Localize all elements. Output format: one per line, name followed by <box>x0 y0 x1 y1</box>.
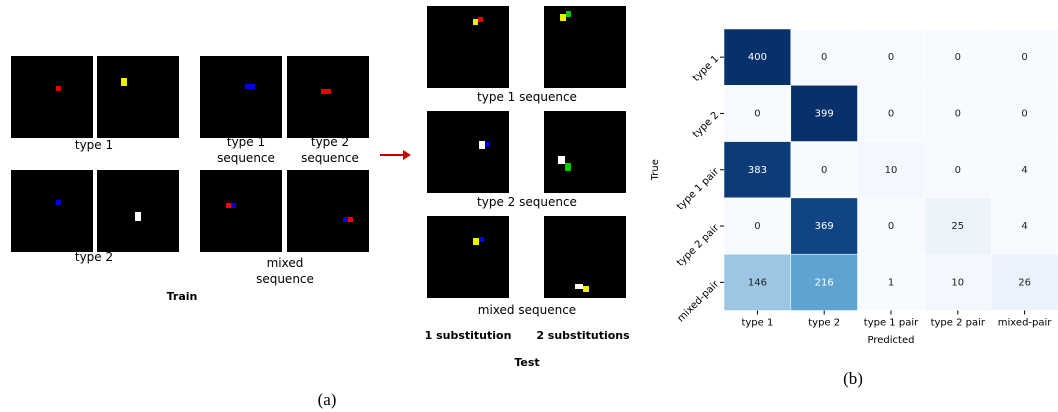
value-label: 0 <box>955 52 961 63</box>
value-label: 0 <box>955 165 961 176</box>
value-label: 10 <box>951 277 964 288</box>
y-tick-label: type 1 <box>691 54 721 84</box>
x-tick-label: type 1 <box>741 318 773 329</box>
x-tick-label: type 2 pair <box>931 318 986 329</box>
y-tick-label: type 1 pair <box>675 166 722 213</box>
value-label: 0 <box>821 165 827 176</box>
value-label: 10 <box>885 165 898 176</box>
x-axis-label: Predicted <box>868 335 915 346</box>
value-label: 0 <box>1021 108 1027 119</box>
value-label: 0 <box>888 52 894 63</box>
value-label: 0 <box>754 108 760 119</box>
value-label: 0 <box>888 221 894 232</box>
value-label: 146 <box>748 277 767 288</box>
value-label: 25 <box>951 221 964 232</box>
x-tick-label: mixed-pair <box>998 318 1052 329</box>
value-label: 4 <box>1021 165 1027 176</box>
value-label: 0 <box>888 108 894 119</box>
value-label: 0 <box>1021 52 1027 63</box>
x-tick-label: type 2 <box>808 318 840 329</box>
y-tick-label: mixed-pair <box>676 278 722 324</box>
y-tick-label: type 2 pair <box>675 222 722 269</box>
x-tick-label: type 1 pair <box>864 318 919 329</box>
value-label: 400 <box>748 52 767 63</box>
y-tick-label: type 2 <box>691 110 721 140</box>
page: type 1 type 1 sequence type 2 sequence t… <box>0 0 1058 412</box>
value-label: 26 <box>1018 277 1031 288</box>
value-label: 399 <box>815 108 834 119</box>
value-label: 216 <box>815 277 834 288</box>
value-label: 0 <box>955 108 961 119</box>
value-label: 383 <box>748 165 767 176</box>
value-label: 0 <box>754 221 760 232</box>
value-label: 1 <box>888 277 894 288</box>
y-axis-label: True <box>650 159 661 181</box>
value-label: 4 <box>1021 221 1027 232</box>
value-label: 369 <box>815 221 834 232</box>
heatmap: 400 0 0 0 0 0 399 0 0 0 383 0 10 0 4 0 369 0 25 4 146 216 1 10 2… <box>0 0 1058 412</box>
value-label: 0 <box>821 52 827 63</box>
